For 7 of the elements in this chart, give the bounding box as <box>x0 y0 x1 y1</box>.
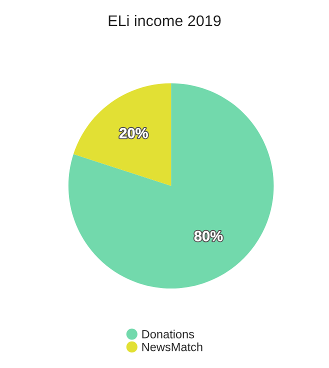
legend-label: NewsMatch <box>142 342 202 352</box>
pie-slice <box>68 83 274 288</box>
data-label: 80% <box>194 230 223 242</box>
data-label: 20% <box>120 128 148 138</box>
legend-label: Donations <box>142 330 194 338</box>
chart-title: ELi income 2019 <box>108 14 221 26</box>
pie-slice <box>73 83 172 186</box>
